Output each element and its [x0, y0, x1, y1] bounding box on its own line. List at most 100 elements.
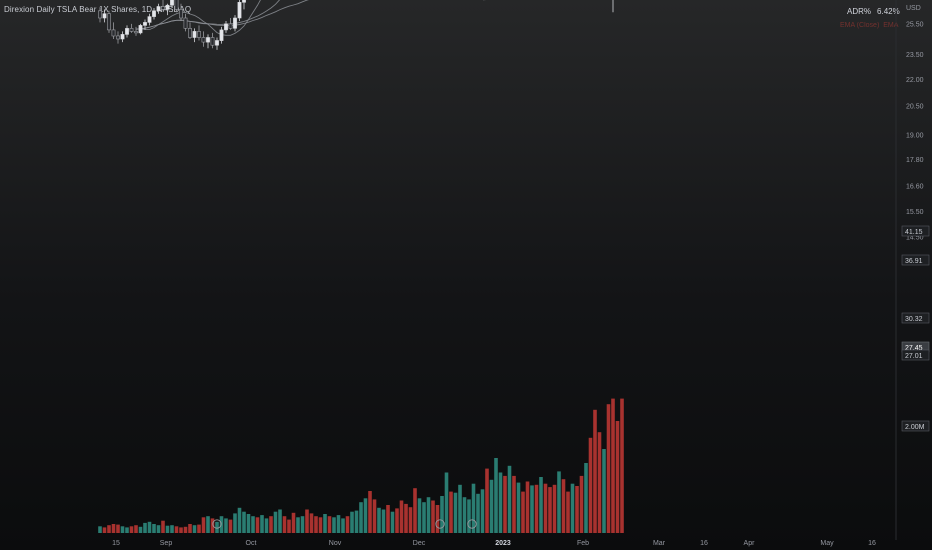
volume-bar	[579, 475, 584, 533]
volume-bar	[620, 398, 624, 533]
ema-legend: EMA (Close) EMA	[840, 22, 898, 29]
price-tick-label: 23.50	[906, 52, 924, 59]
candle-body	[111, 29, 116, 37]
volume-bar	[521, 491, 525, 533]
volume-bar	[615, 421, 620, 533]
volume-bar	[354, 510, 359, 533]
volume-bar	[489, 479, 494, 533]
candle-body	[174, 0, 179, 10]
candle-body	[161, 6, 165, 10]
volume-bar	[134, 525, 138, 533]
volume-bar	[395, 508, 399, 533]
candle-body	[156, 6, 161, 12]
volume-bar	[435, 505, 440, 533]
volume-bar	[516, 482, 521, 533]
candle-body	[242, 0, 246, 3]
volume-bar	[422, 502, 426, 533]
candle-body	[102, 13, 107, 19]
time-tick-label: Oct	[246, 540, 257, 547]
volume-bar	[237, 507, 242, 533]
price-tick-label: 16.60	[906, 183, 924, 190]
volume-bar	[584, 463, 588, 533]
price-tag-box	[901, 420, 930, 432]
candle-body	[129, 28, 134, 32]
volume-bar	[467, 499, 471, 533]
candle-body	[125, 28, 129, 35]
volume-bar	[471, 483, 476, 533]
volume-bar	[363, 498, 368, 533]
volume-bar	[372, 499, 377, 533]
volume-bar	[494, 458, 498, 533]
volume-bar	[129, 526, 134, 533]
volume-bar	[287, 519, 291, 533]
volume-bar	[503, 475, 507, 533]
time-tick-label: Dec	[413, 540, 426, 547]
volume-bar	[269, 516, 273, 533]
candle-body	[120, 34, 125, 40]
price-tag-box	[901, 254, 930, 266]
candle-body	[215, 40, 219, 46]
price-axis[interactable]: 84.0076.5071.5065.5059.5055.5051.5047.50…	[895, 0, 924, 540]
volume-bar	[188, 524, 192, 533]
volume-bar	[305, 509, 309, 533]
candle-body	[98, 10, 102, 19]
volume-bar	[552, 484, 557, 533]
candle-body	[152, 10, 156, 17]
time-tick-label: 16	[700, 540, 708, 547]
volume-bar	[611, 398, 615, 533]
volume-bar	[264, 518, 269, 533]
volume-bar	[377, 507, 381, 533]
time-tick-label: Feb	[577, 540, 589, 547]
price-tag-label: 27.01	[905, 353, 923, 360]
candle-body	[183, 17, 188, 29]
adr-indicator: ADR% 6.42%	[847, 7, 900, 16]
volume-bar	[242, 511, 246, 533]
volume-bar	[318, 517, 323, 533]
candle-body	[134, 31, 138, 34]
volume-bar	[557, 471, 561, 533]
volume-bar	[566, 491, 570, 533]
time-axis[interactable]: 15 Sep Oct Nov Dec 2023 Feb Mar 16 Apr May 16	[112, 540, 876, 547]
volume-bar	[165, 525, 170, 533]
time-tick-label: Mar	[653, 540, 666, 547]
candle-body	[116, 35, 120, 40]
volume-bar	[197, 524, 201, 533]
volume-bar	[404, 503, 408, 533]
price-tag-box	[901, 225, 930, 237]
price-tag-label: 27.45	[905, 345, 923, 352]
event-marker-icon[interactable]	[435, 519, 445, 529]
event-marker-icon[interactable]	[212, 519, 222, 529]
candle-body	[206, 37, 210, 43]
volume-bar	[390, 511, 395, 533]
volume-bar	[602, 449, 606, 533]
ma-line-ma21	[135, 0, 281, 30]
volume-bar	[534, 484, 539, 533]
ma-line-ma50	[135, 0, 309, 30]
volume-bar	[543, 483, 548, 533]
volume-bar	[345, 516, 350, 533]
volume-bar	[98, 526, 102, 533]
volume-bar	[512, 475, 516, 533]
volume-bar	[399, 500, 404, 533]
volume-bar	[260, 515, 264, 533]
candle-body	[219, 29, 224, 41]
volume-bar	[300, 516, 305, 533]
volume-bar	[224, 518, 228, 533]
volume-bar	[251, 516, 255, 533]
volume-bar	[179, 527, 183, 533]
volume-bar	[539, 477, 543, 533]
volume-bar	[341, 518, 345, 533]
price-tick-label: 15.50	[906, 209, 924, 216]
volume-bar	[291, 512, 296, 533]
volume-bar	[593, 409, 597, 533]
price-tick-label: 14.50	[906, 234, 924, 241]
volume-layer	[98, 398, 624, 533]
candle-body	[107, 13, 111, 31]
ma-line-ma10	[135, 0, 261, 36]
candle-body	[228, 23, 233, 29]
volume-bar	[480, 489, 485, 533]
ema-legend-right: EMA	[883, 22, 899, 29]
event-marker-icon[interactable]	[467, 519, 477, 529]
volume-bar	[147, 521, 152, 533]
